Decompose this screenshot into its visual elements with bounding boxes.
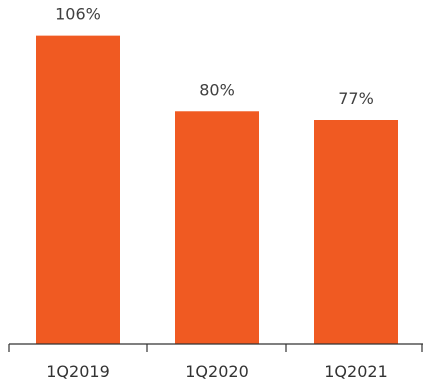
x-tick-label-1Q2019: 1Q2019 [46,362,110,381]
bars-group [36,35,398,345]
x-axis [8,343,423,352]
bar-1Q2021 [314,120,398,344]
data-label-1Q2020: 80% [199,80,235,99]
data-label-1Q2019: 106% [55,5,101,24]
data-label-1Q2021: 77% [338,89,374,108]
x-tick-label-1Q2021: 1Q2021 [324,362,388,381]
bar-1Q2020 [175,111,259,344]
x-tick-labels-group: 1Q2019 1Q2020 1Q2021 [46,362,388,381]
x-tick-label-1Q2020: 1Q2020 [185,362,249,381]
data-labels-group: 106% 80% 77% [55,5,374,108]
bar-1Q2019 [36,35,120,345]
